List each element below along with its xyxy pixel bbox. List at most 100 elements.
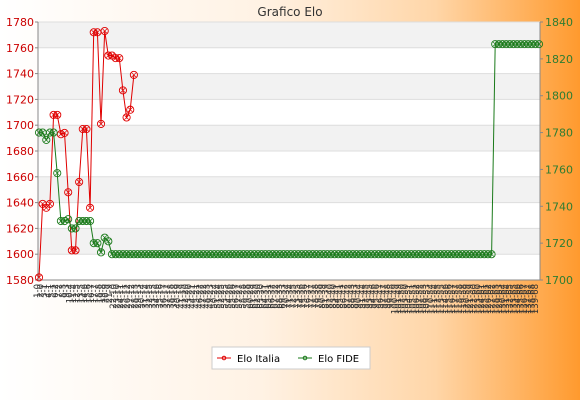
x-tick-label: 77-37 (307, 284, 317, 309)
data-point (71, 246, 80, 255)
x-tick-label: 101-49 (394, 284, 404, 314)
x-tick-label: 116-57 (448, 284, 458, 314)
data-point (126, 105, 135, 114)
x-tick-label: 84-41 (333, 284, 343, 309)
x-tick-label: 8-3 (58, 284, 68, 298)
x-tick-label: 41-19 (177, 284, 187, 309)
x-tick-label: 120-59 (462, 284, 472, 314)
y-right-tick-label: 1800 (545, 90, 573, 103)
data-point (86, 203, 95, 212)
data-point-marker (54, 112, 60, 118)
data-point (104, 237, 113, 246)
x-tick-label: 86-42 (340, 284, 350, 309)
x-tick-label: 40-19 (174, 284, 184, 309)
x-tick-label: 6-2 (51, 284, 61, 298)
x-tick-label: 22-10 (109, 284, 119, 309)
x-tick-label: 36-17 (159, 284, 169, 309)
x-tick-label: 83-40 (329, 284, 339, 309)
x-tick-label: 107-52 (416, 284, 426, 314)
x-tick-label: 53-25 (221, 284, 231, 309)
x-tick-label: 74-36 (296, 284, 306, 309)
data-point-marker (43, 137, 49, 143)
x-tick-label: 4-1 (44, 284, 54, 298)
legend-label-elo-fide: Elo FIDE (318, 354, 359, 365)
data-point-marker (94, 240, 100, 246)
data-point-marker (131, 72, 137, 78)
x-tick-label: 18-8 (94, 284, 104, 303)
x-tick-label: 31-14 (141, 284, 151, 309)
x-tick-label: 113-55 (437, 284, 447, 314)
data-point (49, 128, 58, 137)
x-tick-label: 63-30 (257, 284, 267, 309)
x-tick-label: 128-63 (491, 284, 501, 314)
data-point (487, 250, 496, 259)
data-point (96, 248, 106, 257)
x-tick-label: 28-13 (130, 284, 140, 309)
x-tick-label: 85-41 (336, 284, 346, 309)
x-tick-label: 136-67 (520, 284, 530, 314)
x-tick-label: 66-32 (268, 284, 278, 309)
y-left-tick-label: 1760 (6, 42, 34, 55)
x-tick-label: 102-50 (397, 284, 407, 314)
x-tick-label: 138-68 (527, 284, 537, 314)
x-tick-label: 78-38 (311, 284, 321, 309)
x-tick-label: 30-14 (138, 284, 148, 309)
x-tick-label: 87-42 (343, 284, 353, 309)
data-point (42, 135, 51, 144)
data-point-marker (73, 247, 78, 253)
x-tick-label: 34-16 (152, 284, 162, 309)
data-point-marker (109, 53, 115, 58)
data-point-marker (65, 216, 71, 222)
data-point (100, 26, 109, 36)
data-point-marker (124, 115, 130, 120)
x-tick-label: 137-67 (524, 284, 534, 314)
x-tick-label: 46-22 (195, 284, 205, 309)
x-tick-label: 10-4 (65, 284, 75, 303)
x-tick-label: 95-46 (372, 284, 382, 309)
x-tick-label: 131-64 (502, 284, 512, 314)
grid-band (38, 125, 540, 151)
y-left-tick-label: 1660 (6, 171, 34, 184)
x-tick-label: 60-29 (246, 284, 256, 309)
x-tick-label: 99-48 (387, 284, 397, 309)
x-tick-label: 96-47 (376, 284, 386, 309)
x-tick-label: 139-68 (531, 284, 541, 314)
y-right-tick-label: 1720 (545, 237, 573, 250)
data-point-marker (73, 225, 78, 231)
y-left-tick-label: 1700 (6, 119, 34, 132)
x-tick-label: 33-15 (148, 284, 158, 309)
data-point-marker (102, 28, 108, 34)
data-point (534, 40, 544, 49)
x-tick-label: 76-37 (304, 284, 314, 309)
x-tick-label: 118-58 (455, 284, 465, 314)
data-point (96, 119, 106, 128)
data-point-marker (102, 235, 108, 241)
x-tick-label: 52-25 (217, 284, 227, 309)
data-point-marker (98, 249, 104, 255)
x-tick-label: 59-28 (242, 284, 252, 309)
x-tick-label: 121-59 (466, 284, 476, 314)
x-tick-label: 73-35 (293, 284, 303, 309)
x-tick-label: 38-18 (167, 284, 177, 309)
data-point-marker (36, 274, 42, 280)
x-tick-label: 92-45 (361, 284, 371, 309)
data-point-marker (94, 29, 100, 35)
x-tick-label: 112-55 (434, 284, 444, 314)
x-tick-label: 54-26 (224, 284, 234, 309)
y-right-tick-label: 1840 (545, 16, 573, 29)
x-tick-label: 81-39 (322, 284, 332, 309)
x-tick-label: 58-28 (239, 284, 249, 309)
x-tick-label: 44-21 (188, 284, 198, 309)
x-tick-label: 109-53 (423, 284, 433, 314)
x-tick-label: 105-51 (408, 284, 418, 314)
x-tick-label: 3-1 (40, 284, 50, 298)
x-tick-label: 29-13 (134, 284, 144, 309)
x-tick-label: 24-11 (116, 284, 126, 309)
data-point-marker (62, 130, 67, 136)
x-tick-label: 15-6 (84, 284, 94, 303)
data-point-marker (120, 87, 126, 93)
x-tick-label: 61-29 (250, 284, 260, 309)
y-left-tick-label: 1580 (6, 274, 34, 287)
